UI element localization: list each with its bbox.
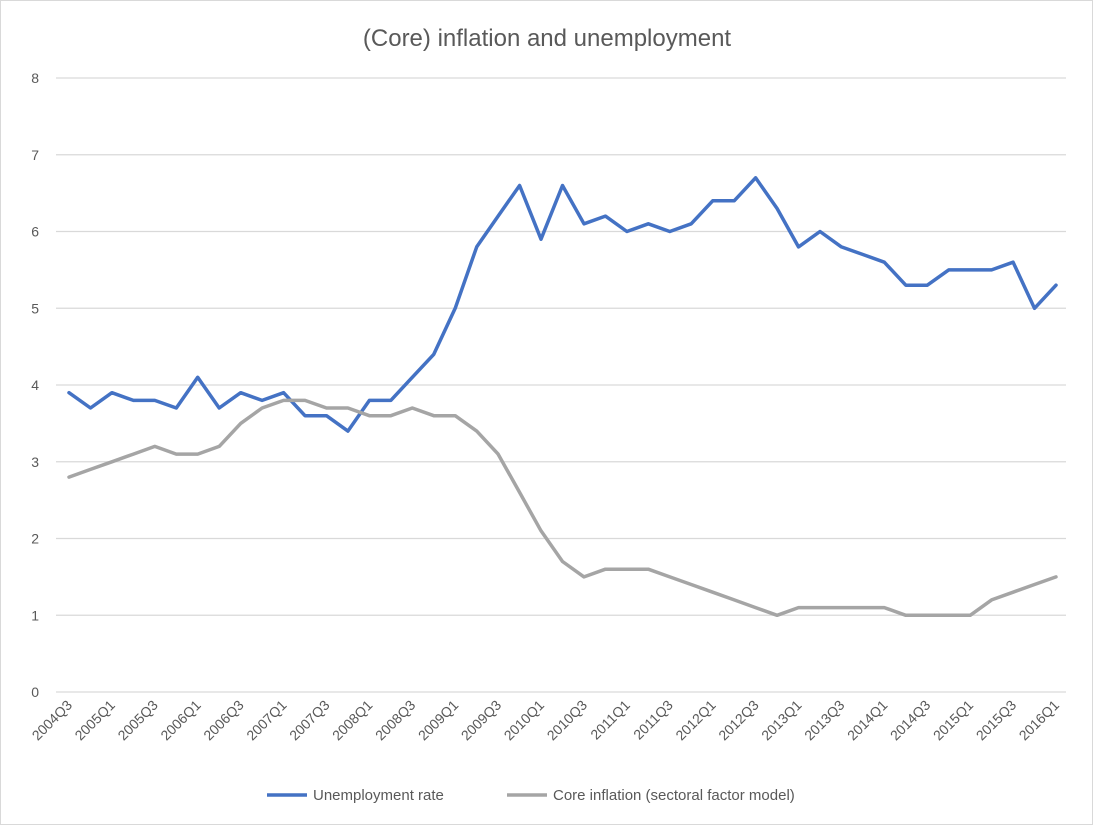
- x-tick-label: 2015Q1: [930, 697, 977, 744]
- x-tick-label: 2009Q3: [458, 697, 505, 744]
- x-tick-label: 2012Q3: [715, 697, 762, 744]
- x-tick-label: 2004Q3: [29, 697, 76, 744]
- y-tick-label: 7: [31, 147, 39, 163]
- y-tick-label: 8: [31, 70, 39, 86]
- legend: Unemployment rate Core inflation (sector…: [267, 787, 795, 804]
- x-tick-label: 2010Q3: [544, 697, 591, 744]
- x-tick-label: 2005Q3: [114, 697, 161, 744]
- x-tick-label: 2014Q3: [887, 697, 934, 744]
- x-tick-label: 2007Q1: [243, 697, 290, 744]
- x-tick-label: 2013Q3: [801, 697, 848, 744]
- series-line-0: [67, 176, 1058, 433]
- y-tick-label: 6: [31, 224, 39, 240]
- x-tick-label: 2014Q1: [844, 697, 891, 744]
- x-tick-label: 2006Q1: [157, 697, 204, 744]
- x-tick-label: 2005Q1: [71, 697, 118, 744]
- y-tick-label: 3: [31, 454, 39, 470]
- y-tick-label: 1: [31, 607, 39, 623]
- x-tick-label: 2008Q1: [329, 697, 376, 744]
- y-tick-label: 0: [31, 684, 39, 700]
- x-tick-label: 2010Q1: [501, 697, 548, 744]
- y-tick-label: 5: [31, 300, 39, 316]
- x-tick-label: 2006Q3: [200, 697, 247, 744]
- x-tick-label: 2012Q1: [672, 697, 719, 744]
- y-tick-label: 2: [31, 531, 39, 547]
- x-tick-label: 2016Q1: [1016, 697, 1063, 744]
- x-tick-label: 2011Q1: [587, 697, 633, 743]
- x-tick-label: 2015Q3: [973, 697, 1020, 744]
- x-tick-label: 2013Q1: [758, 697, 805, 744]
- y-tick-label: 4: [31, 377, 39, 393]
- x-tick-label: 2007Q3: [286, 697, 333, 744]
- legend-label-core-inflation: Core inflation (sectoral factor model): [553, 787, 795, 804]
- x-tick-label: 2009Q1: [415, 697, 462, 744]
- x-tick-label: 2008Q3: [372, 697, 419, 744]
- series-line-1: [67, 398, 1058, 618]
- chart-title: (Core) inflation and unemployment: [363, 25, 732, 52]
- x-tick-label: 2011Q3: [630, 697, 676, 743]
- legend-label-unemployment: Unemployment rate: [313, 787, 444, 804]
